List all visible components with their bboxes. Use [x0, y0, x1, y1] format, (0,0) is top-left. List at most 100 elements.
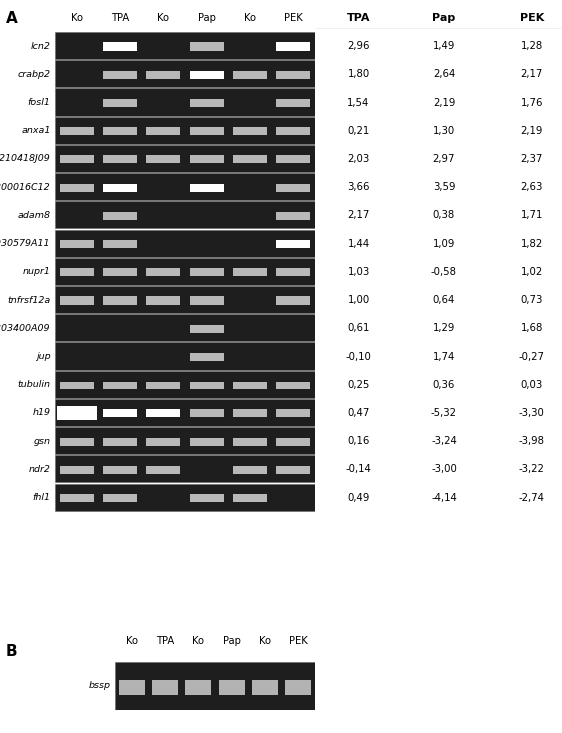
Bar: [277, 240, 310, 248]
Text: fhl1: fhl1: [33, 493, 51, 502]
Text: Ko: Ko: [126, 636, 138, 646]
Bar: [152, 680, 178, 696]
Text: PEK: PEK: [289, 636, 308, 646]
Bar: [147, 438, 180, 446]
Text: fosl1: fosl1: [28, 98, 51, 107]
Text: rik4930579A11: rik4930579A11: [0, 239, 51, 248]
Bar: [147, 409, 180, 417]
Text: -3,30: -3,30: [519, 408, 545, 418]
Text: 1,80: 1,80: [347, 70, 370, 79]
Text: 2,63: 2,63: [520, 183, 543, 192]
Bar: [103, 409, 137, 417]
Text: 1,71: 1,71: [520, 210, 543, 221]
Bar: [55, 258, 315, 285]
Bar: [252, 680, 278, 696]
Bar: [190, 438, 224, 446]
Text: 2,17: 2,17: [520, 70, 543, 79]
Bar: [55, 427, 315, 454]
Bar: [103, 465, 137, 474]
Text: A: A: [6, 11, 17, 26]
Bar: [233, 494, 267, 502]
Bar: [103, 155, 137, 163]
Bar: [147, 268, 180, 276]
Bar: [277, 99, 310, 107]
Bar: [285, 680, 311, 696]
Text: 1,29: 1,29: [433, 323, 455, 334]
Text: 0,73: 0,73: [520, 295, 543, 305]
Bar: [60, 183, 93, 191]
Bar: [60, 155, 93, 163]
Text: Ko: Ko: [259, 636, 271, 646]
Text: h19: h19: [33, 408, 51, 418]
Bar: [55, 371, 315, 398]
Text: TPA: TPA: [347, 13, 370, 23]
Bar: [190, 353, 224, 361]
Bar: [233, 127, 267, 135]
Bar: [55, 202, 315, 229]
Bar: [147, 465, 180, 474]
Bar: [277, 43, 310, 51]
Text: jup: jup: [36, 352, 51, 361]
Bar: [60, 127, 93, 135]
Text: 1,76: 1,76: [520, 97, 543, 108]
Bar: [190, 409, 224, 417]
Text: 0,03: 0,03: [520, 380, 543, 390]
Text: rik56303400A09: rik56303400A09: [0, 324, 51, 333]
Text: -4,14: -4,14: [431, 493, 457, 503]
Text: 1,44: 1,44: [347, 239, 370, 248]
Text: 2,64: 2,64: [433, 70, 455, 79]
Text: -0,14: -0,14: [346, 465, 371, 474]
Bar: [277, 127, 310, 135]
Bar: [190, 494, 224, 502]
Bar: [233, 409, 267, 417]
Text: 2,37: 2,37: [520, 154, 543, 164]
Text: TPA: TPA: [156, 636, 174, 646]
Bar: [60, 438, 93, 446]
Bar: [147, 127, 180, 135]
Bar: [147, 382, 180, 388]
Text: B: B: [6, 644, 17, 660]
Bar: [55, 484, 315, 511]
Text: PEK: PEK: [284, 13, 303, 23]
Bar: [277, 183, 310, 191]
Text: 3,59: 3,59: [433, 183, 455, 192]
Bar: [60, 494, 93, 502]
Bar: [55, 314, 315, 342]
Text: ndr2: ndr2: [29, 465, 51, 474]
Bar: [103, 43, 137, 51]
Text: -3,24: -3,24: [431, 436, 457, 446]
Text: -0,58: -0,58: [431, 267, 457, 277]
Bar: [55, 342, 315, 369]
Bar: [233, 70, 267, 78]
Bar: [190, 43, 224, 51]
Text: 1,82: 1,82: [520, 239, 543, 248]
Bar: [55, 89, 315, 116]
Text: -5,32: -5,32: [431, 408, 457, 418]
Bar: [190, 382, 224, 388]
Text: 0,21: 0,21: [347, 126, 370, 136]
Text: -3,22: -3,22: [519, 465, 545, 474]
Text: 1,02: 1,02: [520, 267, 543, 277]
Text: Ko: Ko: [71, 13, 83, 23]
Bar: [190, 325, 224, 333]
Text: Ko: Ko: [192, 636, 205, 646]
Bar: [60, 465, 93, 474]
Text: PEK: PEK: [519, 13, 544, 23]
Text: tnfrsf12a: tnfrsf12a: [7, 295, 51, 305]
Text: 0,38: 0,38: [433, 210, 455, 221]
Bar: [277, 212, 310, 220]
Text: 0,16: 0,16: [347, 436, 370, 446]
Text: 0,47: 0,47: [347, 408, 370, 418]
Text: 0,36: 0,36: [433, 380, 455, 390]
Bar: [55, 286, 315, 313]
Text: adam8: adam8: [17, 211, 51, 220]
Bar: [55, 399, 315, 426]
Bar: [55, 60, 315, 87]
Bar: [277, 438, 310, 446]
Bar: [277, 268, 310, 276]
Text: gsn: gsn: [34, 437, 51, 446]
Text: tubulin: tubulin: [17, 380, 51, 389]
Text: 0,61: 0,61: [347, 323, 370, 334]
Bar: [147, 296, 180, 304]
Bar: [60, 268, 93, 276]
